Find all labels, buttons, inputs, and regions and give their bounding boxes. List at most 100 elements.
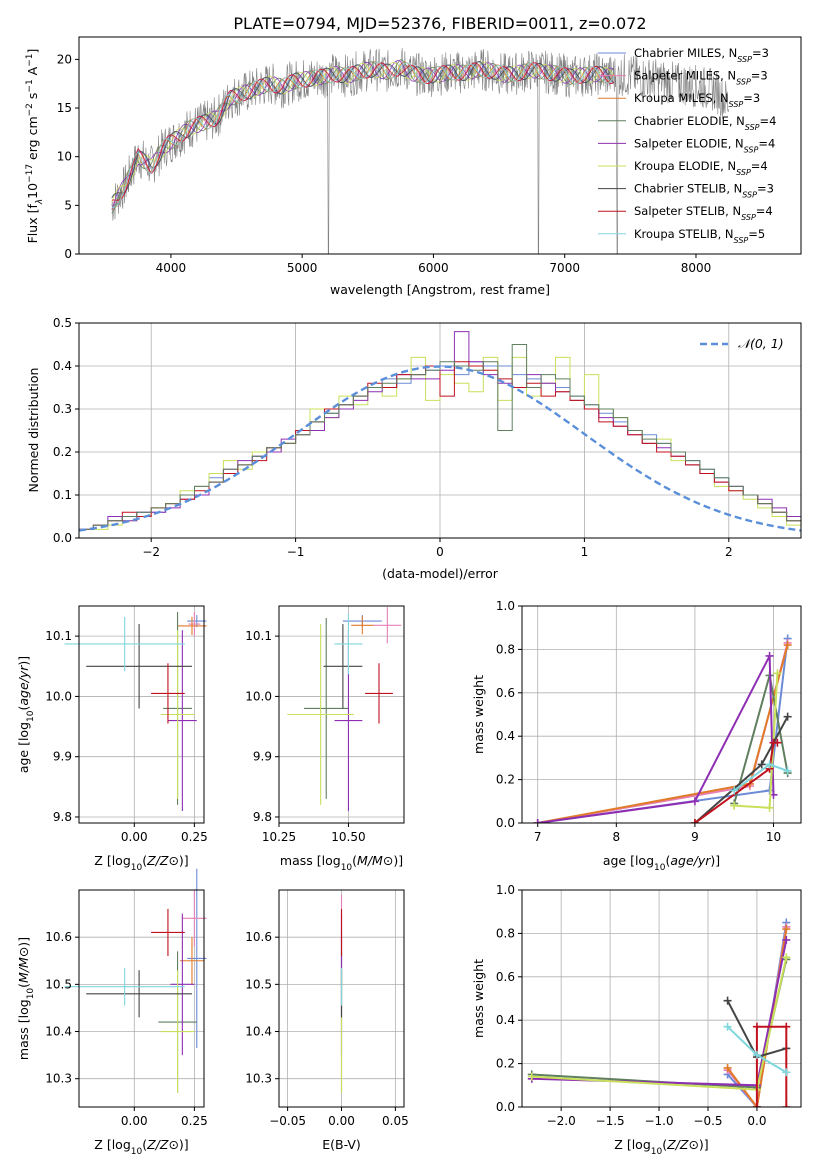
model-spectrum-line — [111, 59, 615, 214]
label-part: −1 — [25, 79, 35, 92]
x-tick-label: −1.0 — [644, 1114, 673, 1128]
legend-sub: SSP — [729, 100, 744, 109]
weight-marker — [730, 786, 739, 795]
x-tick-label: 0.00 — [121, 830, 148, 844]
y-tick-label: 0.8 — [496, 642, 515, 656]
y-tick-label: 9.9 — [53, 750, 72, 764]
weight-line — [537, 638, 789, 823]
y-tick-label: 0.4 — [53, 359, 72, 373]
legend-entry: Chabrier STELIB, NSSP=3 — [634, 182, 774, 200]
spectrum-plot — [111, 48, 730, 254]
weight-marker — [782, 1068, 791, 1077]
x-tick-label: 1 — [581, 545, 589, 559]
legend-text: =3 — [743, 91, 760, 105]
label-part: 10 — [654, 863, 666, 873]
y-tick-label: 0.4 — [496, 729, 515, 743]
legend-text: =4 — [756, 204, 773, 218]
y-tick-label: 10.5 — [45, 977, 72, 991]
age-vs-mass-panel: 10.25 10.50 9.8 9.9 10.0 10.1 mass [log10(M/M⊙… — [245, 605, 405, 873]
label-part: Flux [f — [25, 204, 40, 244]
legend-text: Kroupa MILES, N — [634, 91, 729, 105]
label-part: Z [log — [94, 1137, 130, 1152]
x-axis-label: mass [log10(M/M⊙)] — [280, 853, 403, 873]
legend-sub: SSP — [734, 235, 749, 244]
label-part: age/yr — [670, 853, 711, 868]
mass-vs-extinction-panel: −0.05 0.00 0.05 10.3 10.4 10.5 10.6 E(B-V) — [245, 889, 409, 1152]
label-part: ( — [142, 853, 147, 868]
x-tick-label: 10.25 — [262, 830, 296, 844]
legend-sub: SSP — [741, 213, 756, 222]
legend-entry: Kroupa MILES, NSSP=3 — [634, 91, 760, 109]
y-tick-label: 10.6 — [245, 930, 272, 944]
legend-entry: Salpeter MILES, NSSP=3 — [634, 69, 768, 87]
label-part: ( — [16, 706, 31, 711]
x-tick-label: 6000 — [418, 261, 449, 275]
label-part: λ — [35, 199, 45, 205]
weight-line — [537, 642, 789, 823]
y-tick-label: 10.5 — [245, 977, 272, 991]
weight-plot — [533, 634, 792, 823]
label-part: 10 — [26, 988, 36, 1000]
model-spectrum-line — [111, 61, 615, 203]
legend-entry: Chabrier MILES, NSSP=3 — [634, 46, 769, 64]
label-part: age [log — [603, 853, 654, 868]
label-part: )] — [710, 853, 720, 868]
legend-sub: SSP — [742, 190, 757, 199]
weight-marker — [765, 803, 774, 812]
y-tick-label: 15 — [57, 101, 72, 115]
x-tick-label: 0.25 — [181, 830, 208, 844]
legend-sub: SSP — [745, 122, 760, 131]
y-tick-label: 0.0 — [53, 531, 72, 545]
weight-marker — [752, 1050, 761, 1059]
axes-frame — [78, 36, 802, 255]
x-tick-label: 0 — [436, 545, 444, 559]
label-part: ( — [352, 853, 357, 868]
label-part: Z/Z⊙ — [146, 1137, 179, 1152]
weight-marker — [690, 797, 699, 806]
y-tick-label: 10.3 — [245, 1072, 272, 1086]
weight-marker — [783, 766, 792, 775]
legend-text: =3 — [751, 69, 768, 83]
x-tick-label: 2 — [725, 545, 733, 559]
legend-text: =4 — [760, 114, 777, 128]
x-axis-label: E(B-V) — [322, 1137, 361, 1152]
x-tick-label: −2.0 — [547, 1114, 576, 1128]
weight-marker — [765, 651, 774, 660]
x-tick-label: 5000 — [287, 261, 318, 275]
y-tick-label: 0.1 — [53, 488, 72, 502]
age-vs-metallicity-panel: 0.00 0.259.89.910.010.1Z [log10(Z/Z⊙)]age… — [16, 605, 208, 873]
legend-sub: SSP — [737, 55, 752, 64]
weight-marker — [752, 1103, 761, 1107]
legend-text: Salpeter MILES, N — [634, 69, 736, 83]
y-tick-label: 10.0 — [45, 689, 72, 703]
axes-frame — [78, 605, 205, 824]
y-axis-label: Flux [fλ10−17 erg cm−2 s−1 A−1] — [25, 49, 45, 244]
weight-vs-metallicity-panel: −2.0 −1.5 −1.0 −0.5 0.0 0.0 0.2 0.4 0.6 0.8 1.0 Z [… — [471, 883, 802, 1157]
label-part: 10 — [341, 863, 353, 873]
label-part: E(B-V) — [322, 1137, 361, 1152]
legend-entry: Kroupa ELODIE, NSSP=4 — [634, 159, 768, 177]
curve-legend-label: 𝒩(0, 1) — [738, 336, 784, 351]
axes-frame — [278, 605, 405, 824]
weight-marker — [782, 953, 791, 962]
x-axis-label: Z [log10(Z/Z⊙)] — [94, 1137, 188, 1157]
weight-line — [755, 1025, 788, 1107]
label-part: ] — [25, 49, 40, 54]
label-part: Z [log — [614, 1137, 650, 1152]
label-part: Z/Z⊙ — [146, 853, 179, 868]
x-tick-label: 7 — [534, 830, 542, 844]
legend-entry: Kroupa STELIB, NSSP=5 — [634, 227, 765, 245]
model-spectrum-line — [111, 60, 615, 210]
x-tick-label: 0.25 — [181, 1114, 208, 1128]
x-tick-label: −0.05 — [269, 1114, 306, 1128]
x-axis-label: (data-model)/error — [382, 566, 499, 581]
y-tick-label: 0.0 — [496, 816, 515, 830]
weight-marker — [757, 760, 766, 769]
label-part: A — [25, 66, 40, 79]
label-part: mass [log — [16, 999, 31, 1060]
label-part: age/yr — [16, 665, 31, 706]
label-part: age [log — [16, 722, 31, 773]
x-axis-label: age [log10(age/yr)] — [603, 853, 720, 873]
weight-marker — [527, 1072, 536, 1081]
